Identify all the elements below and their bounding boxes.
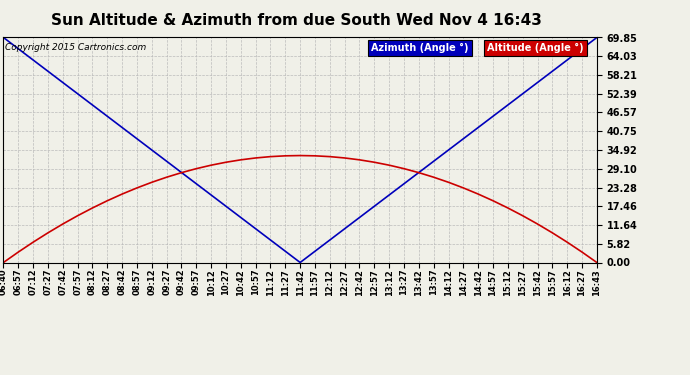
Text: Copyright 2015 Cartronics.com: Copyright 2015 Cartronics.com bbox=[5, 43, 146, 52]
Text: Azimuth (Angle °): Azimuth (Angle °) bbox=[371, 43, 469, 53]
Text: Sun Altitude & Azimuth from due South Wed Nov 4 16:43: Sun Altitude & Azimuth from due South We… bbox=[51, 13, 542, 28]
Text: Altitude (Angle °): Altitude (Angle °) bbox=[487, 43, 584, 53]
